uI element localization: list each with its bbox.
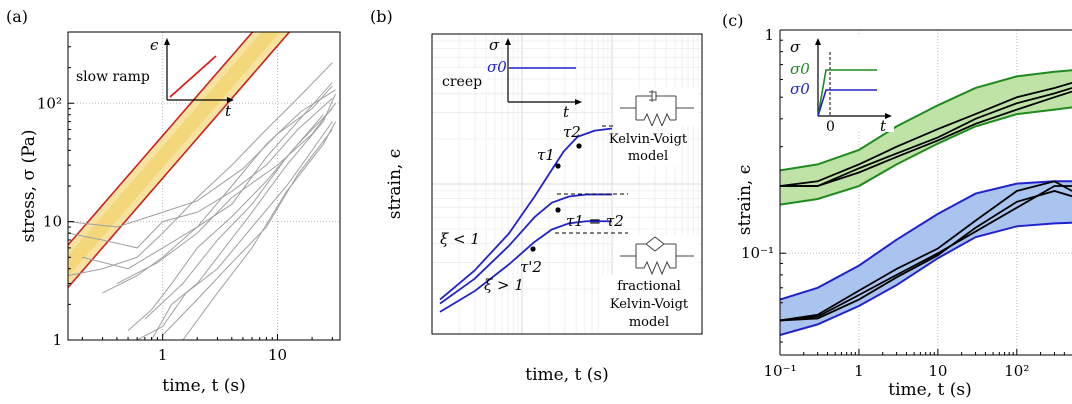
tau1-marker xyxy=(555,163,561,169)
inset-b-ylabel: σ xyxy=(489,36,500,54)
creep-curve xyxy=(439,193,612,305)
inset-b-x-arrow xyxy=(575,99,582,105)
strain-data-line xyxy=(780,90,1072,187)
y-tick-label: 10⁻¹ xyxy=(741,244,774,262)
inset-b-xlabel: t xyxy=(563,103,570,121)
x-tick-label: 10 xyxy=(268,346,287,364)
y-tick-label: 1 xyxy=(764,26,774,44)
panel-b: (b) τ1 τ2 τ1 = τ2 τ'2 ξ < 1 ξ > 1 σ σ0 t xyxy=(370,7,703,385)
strain-data-line xyxy=(780,81,1072,187)
panel-a-ylabel: stress, σ (Pa) xyxy=(19,129,39,242)
inset-a-y-arrow xyxy=(164,38,170,45)
panel-b-axes xyxy=(431,33,703,335)
panel-c-label: (c) xyxy=(722,11,743,30)
tau2-prime-marker xyxy=(530,246,536,252)
panel-a-inset: ϵ t slow ramp xyxy=(74,36,234,120)
panel-b-ylabel: strain, ϵ xyxy=(385,149,405,220)
panel-a-xlabel: time, t (s) xyxy=(162,376,245,396)
inset-c-x-arrow xyxy=(885,113,892,119)
x-tick-label: 1 xyxy=(158,346,168,364)
panel-c: (c) 10⁻¹ 1 10 10² 10⁻¹ 1 time, t (s) strain, … xyxy=(722,11,1072,400)
panel-a-label: (a) xyxy=(6,7,28,26)
panel-b-curves xyxy=(439,127,613,313)
band-lower-edge xyxy=(68,32,291,289)
tau2-prime-label: τ'2 xyxy=(520,258,542,276)
strain-data-line xyxy=(780,87,1072,187)
creep-curve xyxy=(439,127,613,301)
y-tick-label: 10 xyxy=(43,213,62,231)
x-tick-label: 10 xyxy=(928,362,947,380)
panel-b-xlabel: time, t (s) xyxy=(525,365,608,385)
inset-c-origin: 0 xyxy=(826,119,835,135)
panel-a-series xyxy=(68,62,336,340)
panel-b-inset: σ σ0 t creep xyxy=(440,36,582,121)
panel-c-xlabel: time, t (s) xyxy=(888,380,971,400)
x-tick-label: 1 xyxy=(854,362,864,380)
data-series-line xyxy=(162,129,333,336)
kv-model-label-1: Kelvin-Voigt xyxy=(609,132,688,147)
panel-a: (a) 1 10 1 10 10² time, t (s) stress, σ (Pa)… xyxy=(6,7,341,396)
band-outer xyxy=(68,32,290,288)
data-series-line xyxy=(136,121,333,340)
data-series-line xyxy=(182,121,336,340)
fkv-model-label-3: model xyxy=(629,315,669,330)
xi-greater-label: ξ > 1 xyxy=(484,276,524,294)
green-band-upper-edge xyxy=(780,69,1072,172)
data-series-line xyxy=(82,89,336,270)
panel-c-ticks: 10⁻¹ 1 10 10² 10⁻¹ 1 xyxy=(741,26,1065,380)
panel-a-band xyxy=(68,32,291,289)
tau2-marker xyxy=(576,143,582,149)
tau1-label: τ1 xyxy=(537,146,555,164)
panel-b-label: (b) xyxy=(370,7,393,26)
inset-a-x-arrow xyxy=(227,97,234,103)
inset-c-green-label: σ0 xyxy=(790,60,810,78)
green-band-lower-edge xyxy=(780,106,1072,206)
x-tick-label: 10⁻¹ xyxy=(763,362,796,380)
panel-c-inset: σ σ0 σ0 0 t xyxy=(784,36,894,135)
inset-a-xlabel: t xyxy=(225,102,232,120)
y-tick-label: 1 xyxy=(52,331,62,349)
y-tick-label: 10² xyxy=(37,94,62,112)
data-series-line xyxy=(151,93,336,340)
inset-c-xlabel: t xyxy=(880,117,887,135)
xi-less-label: ξ < 1 xyxy=(440,230,480,248)
kv-model-label-2: model xyxy=(628,149,668,164)
inset-b-y-arrow xyxy=(505,38,511,45)
panel-a-ticks: 1 10 1 10 10² xyxy=(37,46,333,364)
inset-c-blue-step xyxy=(817,89,877,117)
data-series-line xyxy=(144,114,324,320)
tau-equal-label: τ1 = τ2 xyxy=(566,212,624,230)
x-tick-label: 10² xyxy=(1004,362,1029,380)
panel-c-ylabel: strain, ϵ xyxy=(735,165,755,236)
inset-a-ramp-line xyxy=(169,55,217,98)
inset-c-ylabel: σ xyxy=(790,38,801,56)
band-inner xyxy=(68,32,281,277)
inset-c-green-step xyxy=(817,69,877,117)
band-upper-edge xyxy=(68,32,254,246)
data-series-line xyxy=(116,102,336,284)
blue-band-upper-edge xyxy=(780,180,1072,301)
inset-c-blue-label: σ0 xyxy=(790,80,810,98)
kelvin-voigt-schematic xyxy=(614,88,698,128)
fractional-kv-schematic xyxy=(614,236,698,276)
blue-band-fill xyxy=(780,181,1072,336)
panel-c-series xyxy=(780,81,1072,322)
creep-curve xyxy=(439,220,612,313)
inset-a-ylabel: ϵ xyxy=(150,36,159,54)
strain-data-line xyxy=(780,190,1072,322)
inset-b-caption: creep xyxy=(442,74,482,90)
inset-c-y-arrow xyxy=(815,38,821,45)
data-series-line xyxy=(68,85,333,228)
fkv-model-label-2: Kelvin-Voigt xyxy=(610,297,689,312)
strain-data-line xyxy=(780,180,1072,322)
tau2-label: τ2 xyxy=(563,123,581,141)
blue-band-lower-edge xyxy=(780,221,1072,337)
data-series-line xyxy=(68,97,333,249)
fkv-model-label-1: fractional xyxy=(617,279,681,294)
inset-a-caption: slow ramp xyxy=(76,69,150,85)
inset-b-level-label: σ0 xyxy=(487,58,507,76)
strain-data-line xyxy=(780,185,1072,322)
tau-equal-marker xyxy=(555,207,561,213)
